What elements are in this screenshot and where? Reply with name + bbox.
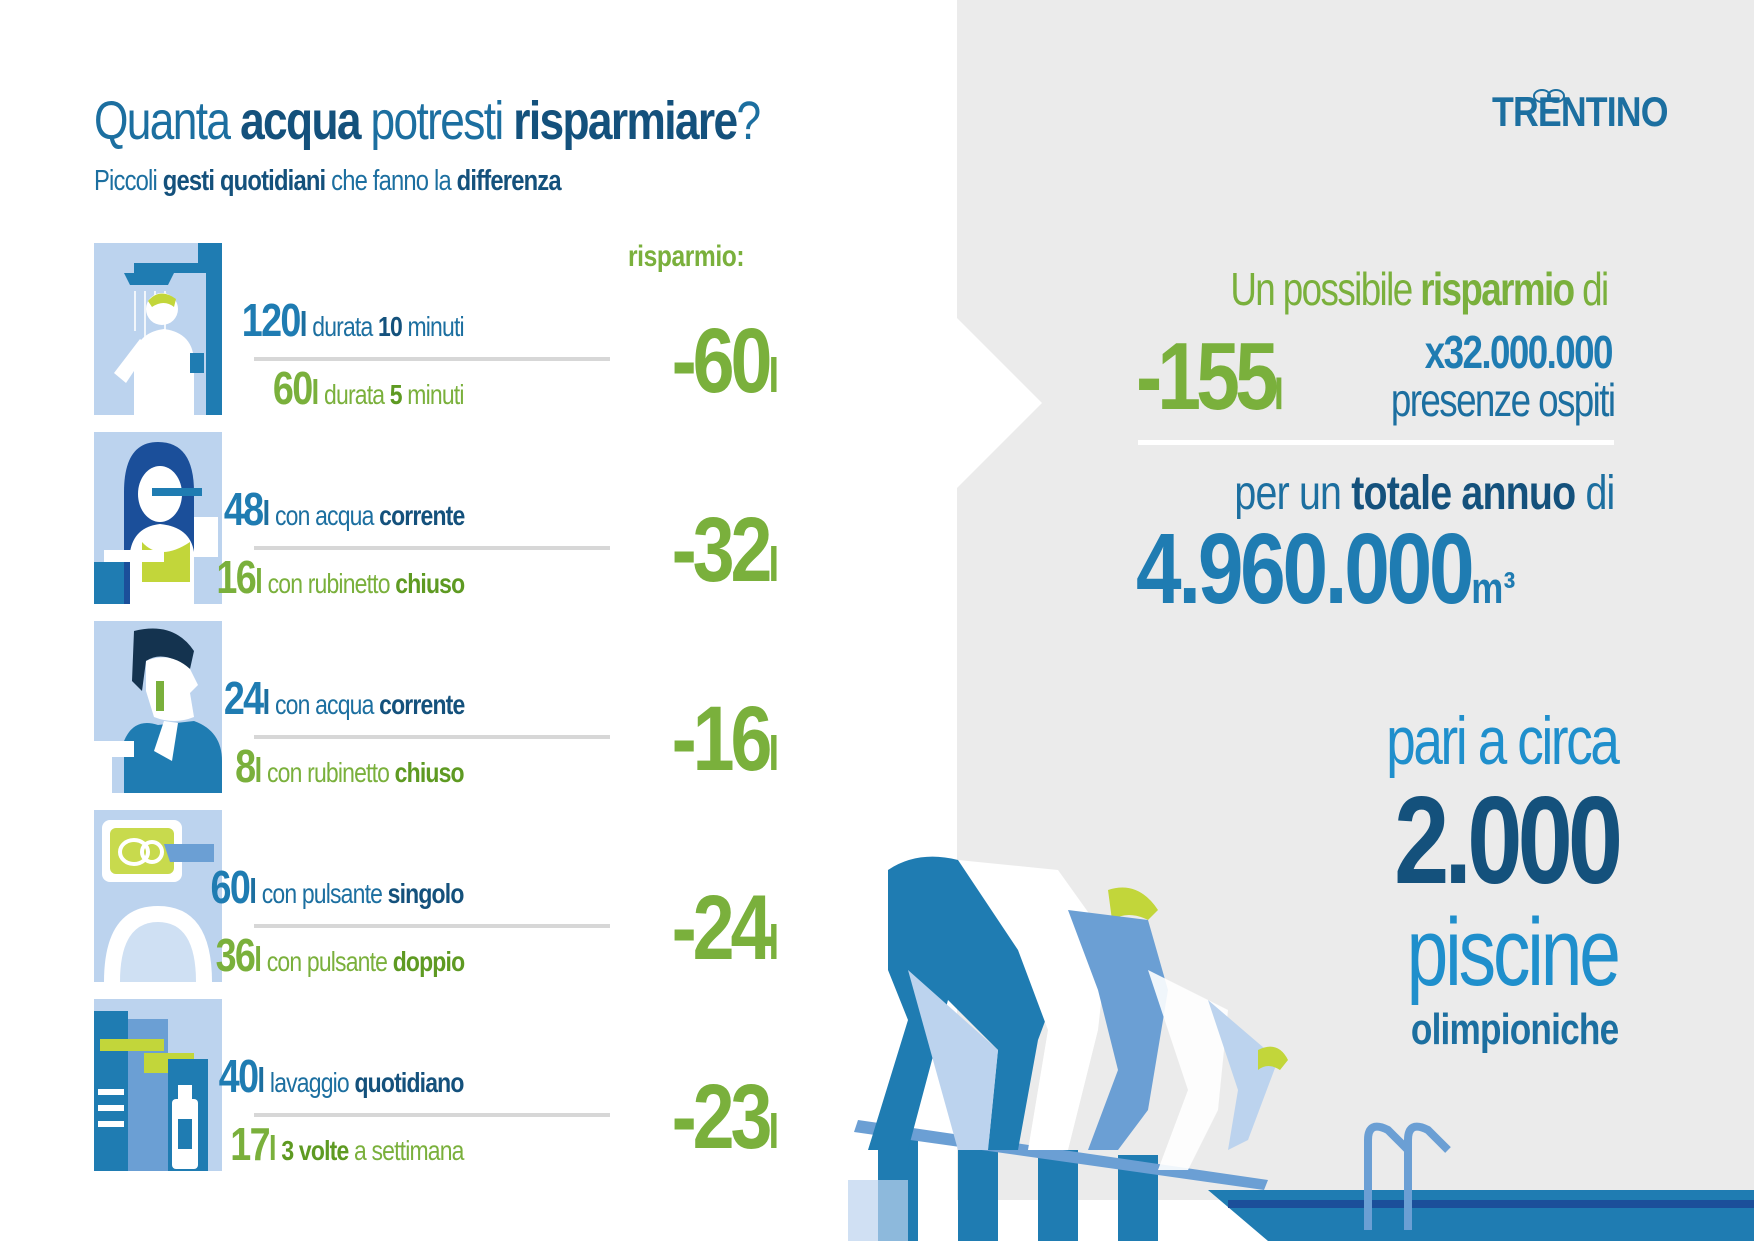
usage-high: 48l con acqua corrente	[223, 483, 464, 535]
saving-value: -24l	[671, 877, 779, 979]
list-item: 60l con pulsante singolo 36l con pulsant…	[94, 810, 794, 982]
guest-presences-label: presenze ospiti	[1390, 374, 1615, 426]
pools-count: 2.000	[1393, 772, 1623, 910]
usage-high: 40l lavaggio quotidiano	[219, 1050, 465, 1102]
pools-word: piscine	[1406, 899, 1621, 1006]
possible-saving-label: Un possibile risparmio di	[1230, 263, 1610, 315]
trentino-logo: TRENTINO	[1492, 88, 1669, 135]
usage-low: 16l con rubinetto chiuso	[216, 551, 465, 603]
guest-multiplier: x32.000.000	[1424, 326, 1614, 378]
savings-heading: risparmio:	[628, 240, 745, 273]
saving-value: -32l	[671, 499, 779, 601]
row-divider	[254, 735, 610, 739]
list-item: 120l durata 10 minuti 60l durata 5 minut…	[94, 243, 794, 415]
olympic-label: olimpioniche	[1410, 1005, 1619, 1054]
towels-icon	[94, 999, 222, 1171]
list-item: 24l con acqua corrente 8l con rubinetto …	[94, 621, 794, 793]
toilet-flush-icon	[94, 810, 222, 982]
usage-high: 120l durata 10 minuti	[241, 294, 465, 346]
usage-low: 36l con pulsante doppio	[215, 929, 465, 981]
saving-value: -23l	[671, 1066, 779, 1168]
row-divider	[254, 924, 610, 928]
usage-high: 60l con pulsante singolo	[211, 861, 465, 913]
swimmers-illustration	[848, 856, 1754, 1241]
usage-high: 24l con acqua corrente	[223, 672, 464, 724]
page-title: Quanta acqua potresti risparmiare?	[94, 91, 761, 151]
per-person-saving: -155l	[1136, 323, 1284, 430]
shower-icon	[94, 243, 222, 415]
usage-low: 60l durata 5 minuti	[273, 362, 465, 414]
saving-value: -16l	[671, 688, 779, 790]
list-item: 40l lavaggio quotidiano 17l 3 volte a se…	[94, 999, 794, 1171]
toothbrush-icon	[94, 432, 222, 604]
annual-total-label: per un totale annuo di	[1233, 467, 1615, 520]
saving-value: -60l	[671, 310, 779, 412]
row-divider	[254, 357, 610, 361]
list-item: 48l con acqua corrente 16l con rubinetto…	[94, 432, 794, 604]
butterfly-icon	[1533, 89, 1565, 103]
usage-low: 8l con rubinetto chiuso	[235, 740, 464, 792]
annual-total-value: 4.960.000m³	[1136, 513, 1516, 625]
row-divider	[254, 1113, 610, 1117]
row-divider	[254, 546, 610, 550]
page-subtitle: Piccoli gesti quotidiani che fanno la di…	[94, 165, 562, 197]
summary-divider	[1138, 440, 1614, 445]
shaving-icon	[94, 621, 222, 793]
usage-low: 17l 3 volte a settimana	[230, 1118, 465, 1170]
equivalent-label: pari a circa	[1386, 703, 1621, 779]
arrow-notch	[957, 318, 1042, 488]
